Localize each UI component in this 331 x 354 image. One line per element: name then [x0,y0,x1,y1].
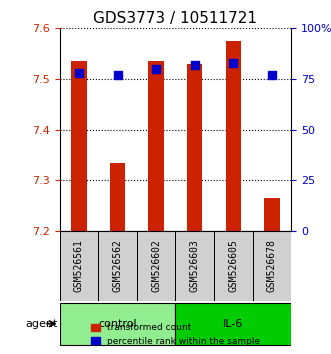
Text: GSM526562: GSM526562 [113,239,122,292]
Text: GSM526561: GSM526561 [74,239,84,292]
Text: GSM526603: GSM526603 [190,239,200,292]
Bar [110,162,125,231]
Text: control: control [98,319,137,329]
FancyBboxPatch shape [60,231,98,301]
Bar [226,41,241,231]
Legend: transformed count, percentile rank within the sample: transformed count, percentile rank withi… [87,320,264,349]
Bar [264,198,280,231]
Point [76,70,81,76]
Text: GSM526602: GSM526602 [151,239,161,292]
Point [115,72,120,78]
Bar [148,61,164,231]
Bar [187,64,203,231]
FancyBboxPatch shape [175,231,214,301]
FancyBboxPatch shape [98,231,137,301]
Point [269,72,275,78]
FancyBboxPatch shape [137,231,175,301]
Point [231,60,236,65]
Text: agent: agent [25,319,58,329]
Title: GDS3773 / 10511721: GDS3773 / 10511721 [93,11,258,26]
FancyBboxPatch shape [253,231,291,301]
Text: IL-6: IL-6 [223,319,244,329]
FancyBboxPatch shape [60,303,175,344]
FancyBboxPatch shape [175,303,291,344]
Bar [71,61,87,231]
Point [154,66,159,72]
Text: GSM526605: GSM526605 [228,239,238,292]
Point [192,62,197,68]
FancyBboxPatch shape [214,231,253,301]
Text: GSM526678: GSM526678 [267,239,277,292]
